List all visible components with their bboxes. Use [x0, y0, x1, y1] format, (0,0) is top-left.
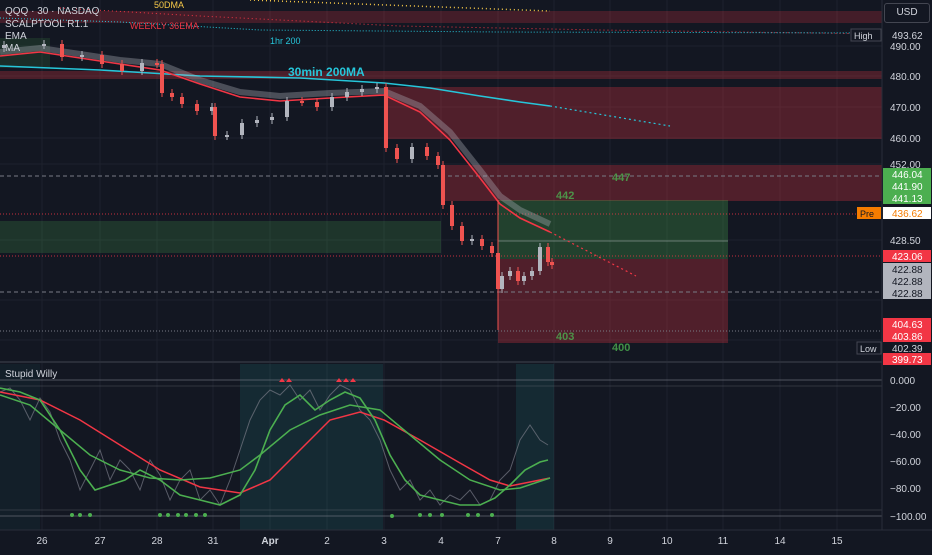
price-badge: 404.63 [883, 318, 931, 331]
red-zone-480 [0, 71, 882, 79]
time-axis-bg[interactable] [0, 530, 882, 550]
indicator-scalptool[interactable]: SCALPTOOL R1.1 [5, 19, 89, 30]
time-label: 3 [381, 536, 387, 547]
price-badge-label: Low [860, 344, 877, 354]
oscillator-pane [0, 364, 882, 530]
price-badge: 493.62 High [850, 28, 931, 42]
price-tick-label: 490.00 [890, 42, 921, 53]
green-zone-target [498, 200, 728, 259]
time-label: 10 [661, 536, 673, 547]
time-axis-labels: 26 27 28 31 Apr 2 3 4 7 8 9 10 11 14 15 [36, 536, 843, 547]
price-badge: 446.04 [883, 168, 931, 181]
label-442: 442 [556, 190, 574, 202]
label-447: 447 [612, 172, 630, 184]
time-label: 4 [438, 536, 444, 547]
price-badge: 422.88 [883, 287, 931, 300]
price-badge: 436.62 Pre [857, 207, 931, 220]
osc-tick-label: −100.00 [890, 512, 927, 523]
label-1hr200: 1hr 200 [270, 36, 301, 46]
price-badge: 422.88 [883, 275, 931, 288]
price-badge: 422.88 [883, 263, 931, 276]
price-badge-value: 399.73 [892, 355, 923, 366]
price-badge-value: 423.06 [892, 252, 923, 263]
price-badge-value: 441.13 [892, 194, 923, 205]
osc-red [0, 391, 551, 494]
price-badge-value: 422.88 [892, 289, 923, 300]
red-zone-stop [498, 259, 728, 343]
osc-gray [0, 384, 549, 507]
candlesticks [2, 40, 554, 330]
price-badge-value: 422.88 [892, 277, 923, 288]
weekly-dotted [59, 7, 883, 35]
price-badge-value: 402.39 [892, 344, 923, 355]
label-50dma: 50DMA [154, 0, 184, 10]
price-badge-value: 436.62 [892, 209, 923, 220]
supply-demand-zones [0, 11, 882, 343]
symbol-title[interactable]: QQQ · 30 · NASDAQ [5, 6, 100, 17]
price-badge-value: 441.90 [892, 182, 923, 193]
green-zone-left [0, 221, 441, 253]
price-badge-label: Pre [860, 209, 874, 219]
price-badge: 423.06 [883, 250, 931, 263]
price-tick-label: 480.00 [890, 72, 921, 83]
currency-button[interactable]: USD [884, 3, 930, 23]
red-zone-447 [441, 165, 882, 201]
price-badge-value: 404.63 [892, 320, 923, 331]
time-label: 31 [207, 536, 219, 547]
red-zone-470 [384, 87, 882, 139]
time-label: 27 [94, 536, 106, 547]
osc-green-fast [0, 387, 549, 506]
time-label: 15 [831, 536, 843, 547]
indicator-ma[interactable]: MA [5, 43, 20, 54]
label-30min-200ma: 30min 200MA [288, 65, 365, 79]
red-zone-top [0, 11, 882, 23]
osc-tick-label: −40.00 [890, 430, 921, 441]
price-badge: 441.90 [883, 180, 931, 193]
price-tick-label: 452.00 [890, 160, 921, 171]
time-label: 11 [718, 536, 729, 547]
price-badge: 402.39 Low [856, 341, 931, 355]
hr200-dotted [0, 17, 883, 34]
label-weekly: WEEKLY 36EMA [130, 21, 199, 31]
time-label: 9 [607, 536, 613, 547]
price-tick-label: 460.00 [890, 134, 921, 145]
ema-red-ext [549, 231, 637, 277]
osc-tick-label: −20.00 [890, 403, 921, 414]
price-tick-label: 470.00 [890, 103, 921, 114]
osc-top-markers [279, 378, 356, 382]
price-badge-value: 422.88 [892, 265, 923, 276]
osc-tick-label: −60.00 [890, 457, 921, 468]
time-label: 28 [151, 536, 163, 547]
time-label: 2 [324, 536, 330, 547]
time-label: 7 [495, 536, 501, 547]
time-label: Apr [261, 536, 278, 547]
osc-tick-label: 0.000 [890, 376, 915, 387]
time-label: 14 [774, 536, 786, 547]
label-400: 400 [612, 342, 630, 354]
time-label: 8 [551, 536, 557, 547]
price-badge-label: High [854, 31, 873, 41]
level-lines [0, 175, 882, 332]
osc-green-slow [0, 394, 551, 491]
ma200-30min-ext [549, 105, 671, 127]
osc-markers [70, 513, 494, 518]
label-403: 403 [556, 331, 574, 343]
price-badge-value: 403.86 [892, 332, 923, 343]
time-label: 26 [36, 536, 48, 547]
price-badge-value: 493.62 [892, 31, 923, 42]
price-badge: 403.86 [883, 330, 931, 343]
osc-tick-label: −80.00 [890, 484, 921, 495]
indicator-ema[interactable]: EMA [5, 31, 27, 42]
price-badge: 399.73 [883, 353, 931, 366]
price-axis-ticks: 490.00 480.00 470.00 460.00 452.00 428.50 [890, 42, 921, 247]
oscillator-axis-ticks: 0.000 −20.00 −40.00 −60.00 −80.00 −100.00 [890, 376, 927, 523]
ma200-30min [0, 65, 551, 107]
price-tick-label: 428.50 [890, 236, 921, 247]
price-badge-value: 446.04 [892, 170, 923, 181]
price-badge: 441.13 [883, 192, 931, 205]
oscillator-title[interactable]: Stupid Willy [5, 369, 58, 380]
